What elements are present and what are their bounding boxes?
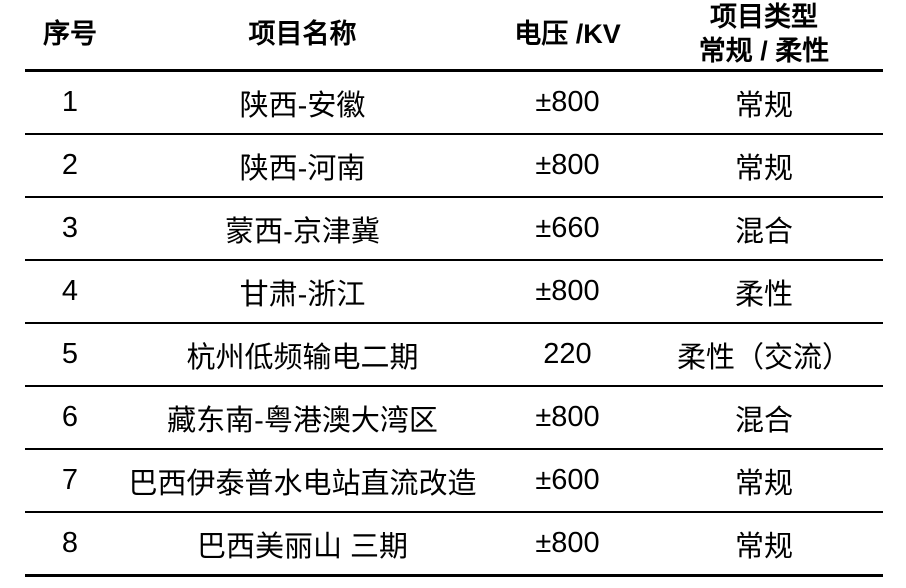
cell-voltage: ±600 bbox=[490, 449, 645, 513]
cell-index: 6 bbox=[25, 386, 115, 450]
cell-voltage: ±800 bbox=[490, 70, 645, 135]
cell-voltage: ±800 bbox=[490, 134, 645, 198]
cell-name: 杭州低频输电二期 bbox=[115, 323, 490, 387]
table-header: 序号 项目名称 电压 /KV 项目类型 常规 / 柔性 bbox=[25, 0, 883, 72]
cell-index: 7 bbox=[25, 449, 115, 513]
table-row: 7 巴西伊泰普水电站直流改造 ±600 常规 bbox=[25, 449, 883, 513]
cell-type: 混合 bbox=[645, 386, 883, 450]
table-row: 4 甘肃-浙江 ±800 柔性 bbox=[25, 260, 883, 324]
cell-voltage: ±660 bbox=[490, 197, 645, 261]
table-row: 2 陕西-河南 ±800 常规 bbox=[25, 134, 883, 198]
cell-index: 8 bbox=[25, 512, 115, 577]
cell-name: 陕西-河南 bbox=[115, 134, 490, 198]
cell-voltage: ±800 bbox=[490, 512, 645, 577]
cell-type: 常规 bbox=[645, 512, 883, 577]
cell-type: 常规 bbox=[645, 449, 883, 513]
column-header-index: 序号 bbox=[25, 0, 115, 72]
cell-type: 柔性 bbox=[645, 260, 883, 324]
cell-voltage: ±800 bbox=[490, 386, 645, 450]
header-row: 序号 项目名称 电压 /KV 项目类型 常规 / 柔性 bbox=[25, 0, 883, 72]
cell-voltage: 220 bbox=[490, 323, 645, 387]
projects-table: 序号 项目名称 电压 /KV 项目类型 常规 / 柔性 1 陕西-安徽 ±800… bbox=[25, 0, 883, 577]
cell-type: 常规 bbox=[645, 70, 883, 135]
cell-index: 1 bbox=[25, 70, 115, 135]
cell-name: 巴西伊泰普水电站直流改造 bbox=[115, 449, 490, 513]
cell-type: 常规 bbox=[645, 134, 883, 198]
cell-name: 藏东南-粤港澳大湾区 bbox=[115, 386, 490, 450]
cell-index: 3 bbox=[25, 197, 115, 261]
cell-index: 5 bbox=[25, 323, 115, 387]
column-header-type-line1: 项目类型 bbox=[710, 1, 818, 32]
column-header-voltage: 电压 /KV bbox=[490, 0, 645, 72]
cell-name: 陕西-安徽 bbox=[115, 70, 490, 135]
table-row: 3 蒙西-京津冀 ±660 混合 bbox=[25, 197, 883, 261]
column-header-name: 项目名称 bbox=[115, 0, 490, 72]
cell-index: 2 bbox=[25, 134, 115, 198]
cell-type: 柔性（交流） bbox=[645, 323, 883, 387]
table-row: 1 陕西-安徽 ±800 常规 bbox=[25, 70, 883, 135]
table-row: 6 藏东南-粤港澳大湾区 ±800 混合 bbox=[25, 386, 883, 450]
cell-name: 蒙西-京津冀 bbox=[115, 197, 490, 261]
cell-name: 巴西美丽山 三期 bbox=[115, 512, 490, 577]
column-header-type-line2: 常规 / 柔性 bbox=[698, 35, 830, 66]
column-header-type: 项目类型 常规 / 柔性 bbox=[645, 0, 883, 72]
cell-voltage: ±800 bbox=[490, 260, 645, 324]
cell-name: 甘肃-浙江 bbox=[115, 260, 490, 324]
cell-type: 混合 bbox=[645, 197, 883, 261]
table-row: 8 巴西美丽山 三期 ±800 常规 bbox=[25, 512, 883, 577]
cell-index: 4 bbox=[25, 260, 115, 324]
table-body: 1 陕西-安徽 ±800 常规 2 陕西-河南 ±800 常规 3 蒙西-京津冀… bbox=[25, 70, 883, 577]
table-row: 5 杭州低频输电二期 220 柔性（交流） bbox=[25, 323, 883, 387]
